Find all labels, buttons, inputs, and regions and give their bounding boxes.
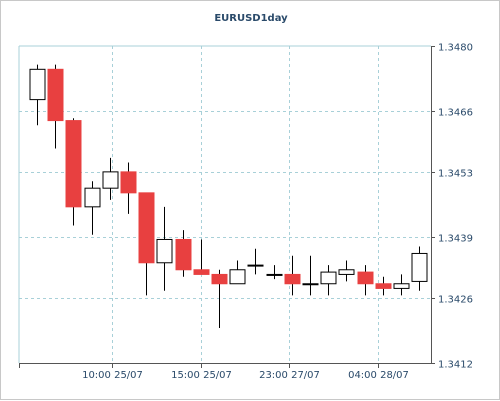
axes: 1.3480 1.3466 1.3453 1.3439 1.3426 1.3412 10:0… (19, 43, 473, 381)
chart-title: EURUSD1day (214, 13, 288, 24)
candle (302, 255, 319, 296)
grid (18, 45, 431, 363)
candle-body-down (120, 171, 137, 194)
candle (338, 260, 355, 282)
x-tick-label: 04:00 28/07 (348, 370, 409, 381)
y-tick-label: 1.3426 (438, 295, 473, 306)
candle-body-up (320, 271, 337, 285)
candle-body-up (156, 238, 173, 264)
candle-body-down (357, 271, 374, 285)
y-tick-label: 1.3480 (438, 43, 473, 54)
candle (247, 248, 264, 275)
candles (29, 64, 428, 329)
candle (47, 64, 64, 149)
candle (84, 181, 101, 235)
x-tick-label: 10:00 25/07 (82, 370, 143, 381)
candle (29, 64, 46, 126)
candle-body-up (411, 252, 428, 282)
candle-body-up (29, 68, 46, 101)
candle-body-up (393, 283, 410, 289)
candle (156, 206, 173, 291)
candle-body-down (375, 283, 392, 289)
candle (393, 274, 410, 296)
candle-body-down (47, 68, 64, 122)
candle-body-up (229, 269, 246, 285)
candle-body-up (102, 171, 119, 189)
candle (229, 260, 246, 285)
candle (175, 230, 192, 277)
x-tick-label: 23:00 27/07 (259, 370, 320, 381)
candle-body-up (266, 273, 283, 276)
candle (102, 157, 119, 200)
y-tick-label: 1.3439 (438, 234, 473, 245)
candle (65, 118, 82, 226)
x-tick-label: 15:00 25/07 (171, 370, 232, 381)
candle (411, 246, 428, 291)
candle (266, 265, 283, 280)
candle-body-up (84, 187, 101, 208)
candle (193, 239, 210, 275)
y-tick-label: 1.3453 (438, 169, 473, 180)
candle (211, 269, 228, 329)
candle-body-down (211, 273, 228, 285)
candle (320, 265, 337, 296)
candle-body-up (247, 264, 264, 267)
candle-body-up (302, 283, 319, 286)
candle (120, 162, 137, 214)
candle (138, 192, 155, 296)
y-tick-label: 1.3412 (438, 360, 473, 371)
candle (357, 265, 374, 296)
candle-body-up (338, 269, 355, 275)
candle-body-down (193, 269, 210, 275)
candle-body-down (65, 120, 82, 208)
candle (284, 255, 301, 296)
candle-body-down (175, 238, 192, 271)
candle (375, 276, 392, 296)
y-tick-label: 1.3466 (438, 108, 473, 119)
candle-body-down (138, 192, 155, 264)
candle-body-down (284, 273, 301, 285)
